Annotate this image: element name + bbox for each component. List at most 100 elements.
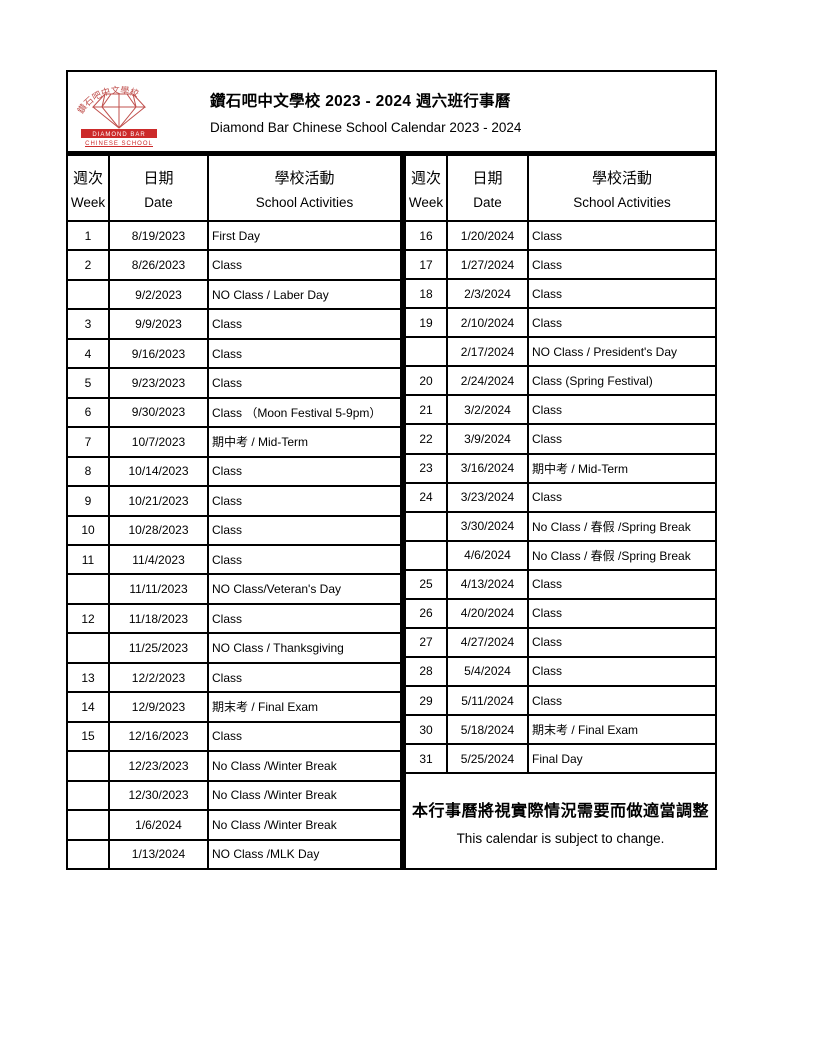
week-cell: 29 [404,684,448,717]
activity-cell: Class （Moon Festival 5-9pm） [207,396,402,429]
col-header-activities: 學校活動 School Activities [207,154,402,222]
logo-diamond-outline [91,93,147,129]
activity-cell: No Class / 春假 /Spring Break [527,539,717,571]
activity-cell: Class [207,720,402,753]
logo-banner-line2: CHINESE SCHOOL [85,141,153,147]
date-cell: 8/26/2023 [108,249,209,281]
table-row: 13 12/2/2023 Class [66,661,402,694]
week-cell: 19 [404,307,448,339]
date-cell: 12/23/2023 [108,750,209,782]
date-cell: 10/14/2023 [108,455,209,488]
week-cell [66,278,110,311]
activity-cell: 期末考 / Final Exam [527,714,717,746]
activity-cell: Class [207,514,402,546]
week-cell: 30 [404,714,448,746]
week-cell: 9 [66,485,110,517]
date-cell: 11/18/2023 [108,602,209,635]
col-header-activities-en: School Activities [255,194,354,210]
week-cell: 11 [66,543,110,576]
date-cell: 3/30/2024 [446,510,529,542]
table-row: 19 2/10/2024 Class [404,307,717,339]
activity-cell: No Class /Winter Break [207,779,402,812]
week-cell [404,539,448,571]
week-cell: 1 [66,219,110,252]
table-row: 12/23/2023 No Class /Winter Break [66,750,402,782]
col-header-week-zh: 週次 [72,169,103,187]
col-header-date: 日期 Date [108,154,209,222]
diamond-logo-icon: 鑽石吧中文學校 DIAMOND BAR CHINESE SCHOOL [75,84,157,147]
col-header-activities-zh: 學校活動 [274,169,335,187]
activity-cell: 期中考 / Mid-Term [207,426,402,458]
table-row: 1 8/19/2023 First Day [66,219,402,252]
date-cell: 5/25/2024 [446,743,529,775]
week-cell [66,632,110,664]
table-row: 9 10/21/2023 Class [66,485,402,517]
date-cell: 12/2/2023 [108,661,209,694]
week-cell: 28 [404,655,448,688]
activity-cell: Class [527,278,717,310]
activity-cell: No Class / 春假 /Spring Break [527,510,717,542]
activity-cell: Class [207,455,402,488]
week-cell: 25 [404,568,448,600]
date-cell: 11/25/2023 [108,632,209,664]
week-cell: 10 [66,514,110,546]
activity-cell: Class [207,367,402,399]
week-cell [66,573,110,605]
table-row: 3/30/2024 No Class / 春假 /Spring Break [404,510,717,542]
date-cell: 9/16/2023 [108,337,209,370]
col-header-date-zh: 日期 [472,169,503,187]
col-header-week: 週次 Week [404,154,448,222]
table-row: 18 2/3/2024 Class [404,278,717,310]
activity-cell: Class [527,568,717,600]
activity-cell: No Class /Winter Break [207,750,402,782]
table-row: 4 9/16/2023 Class [66,337,402,370]
date-cell: 9/9/2023 [108,308,209,340]
week-cell: 6 [66,396,110,429]
week-cell: 22 [404,423,448,455]
table-row: 14 12/9/2023 期末考 / Final Exam [66,691,402,723]
activity-cell: 期末考 / Final Exam [207,691,402,723]
table-row: 5 9/23/2023 Class [66,367,402,399]
activity-cell: Class [527,684,717,717]
date-cell: 2/3/2024 [446,278,529,310]
activity-cell: Class (Spring Festival) [527,365,717,397]
week-cell [404,336,448,368]
activity-cell: NO Class / Laber Day [207,278,402,311]
date-cell: 12/30/2023 [108,779,209,812]
date-cell: 12/9/2023 [108,691,209,723]
date-cell: 1/13/2024 [108,838,209,871]
activity-cell: NO Class /MLK Day [207,838,402,871]
activity-cell: Class [207,485,402,517]
date-cell: 10/7/2023 [108,426,209,458]
activity-cell: Class [527,597,717,629]
calendar-table-spring: 週次 Week 日期 Date 學校活動 School Activities 1… [404,154,717,870]
activity-cell: Class [527,219,717,252]
week-cell: 5 [66,367,110,399]
date-cell: 3/2/2024 [446,394,529,426]
date-cell: 2/10/2024 [446,307,529,339]
tables-area: 週次 Week 日期 Date 學校活動 School Activities 1… [66,154,717,871]
table-row: 25 4/13/2024 Class [404,568,717,600]
date-cell: 12/16/2023 [108,720,209,753]
calendar-document: 鑽石吧中文學校 DIAMOND BAR CHINESE SCHOOL [66,70,717,871]
date-cell: 1/6/2024 [108,809,209,841]
week-cell: 24 [404,481,448,513]
date-cell: 5/11/2024 [446,684,529,717]
col-header-week-zh: 週次 [410,169,441,187]
table-row: 16 1/20/2024 Class [404,219,717,252]
table-row: 1/13/2024 NO Class /MLK Day [66,838,402,871]
week-cell: 13 [66,661,110,694]
week-cell: 3 [66,308,110,340]
table-row: 20 2/24/2024 Class (Spring Festival) [404,365,717,397]
activity-cell: Class [527,423,717,455]
table-row: 10 10/28/2023 Class [66,514,402,546]
table-row: 27 4/27/2024 Class [404,626,717,658]
activity-cell: Class [207,337,402,370]
date-cell: 3/9/2024 [446,423,529,455]
week-cell: 18 [404,278,448,310]
week-cell: 16 [404,219,448,252]
col-header-date-zh: 日期 [143,169,174,187]
table-row: 12 11/18/2023 Class [66,602,402,635]
activity-cell: Class [207,543,402,576]
date-cell: 8/19/2023 [108,219,209,252]
